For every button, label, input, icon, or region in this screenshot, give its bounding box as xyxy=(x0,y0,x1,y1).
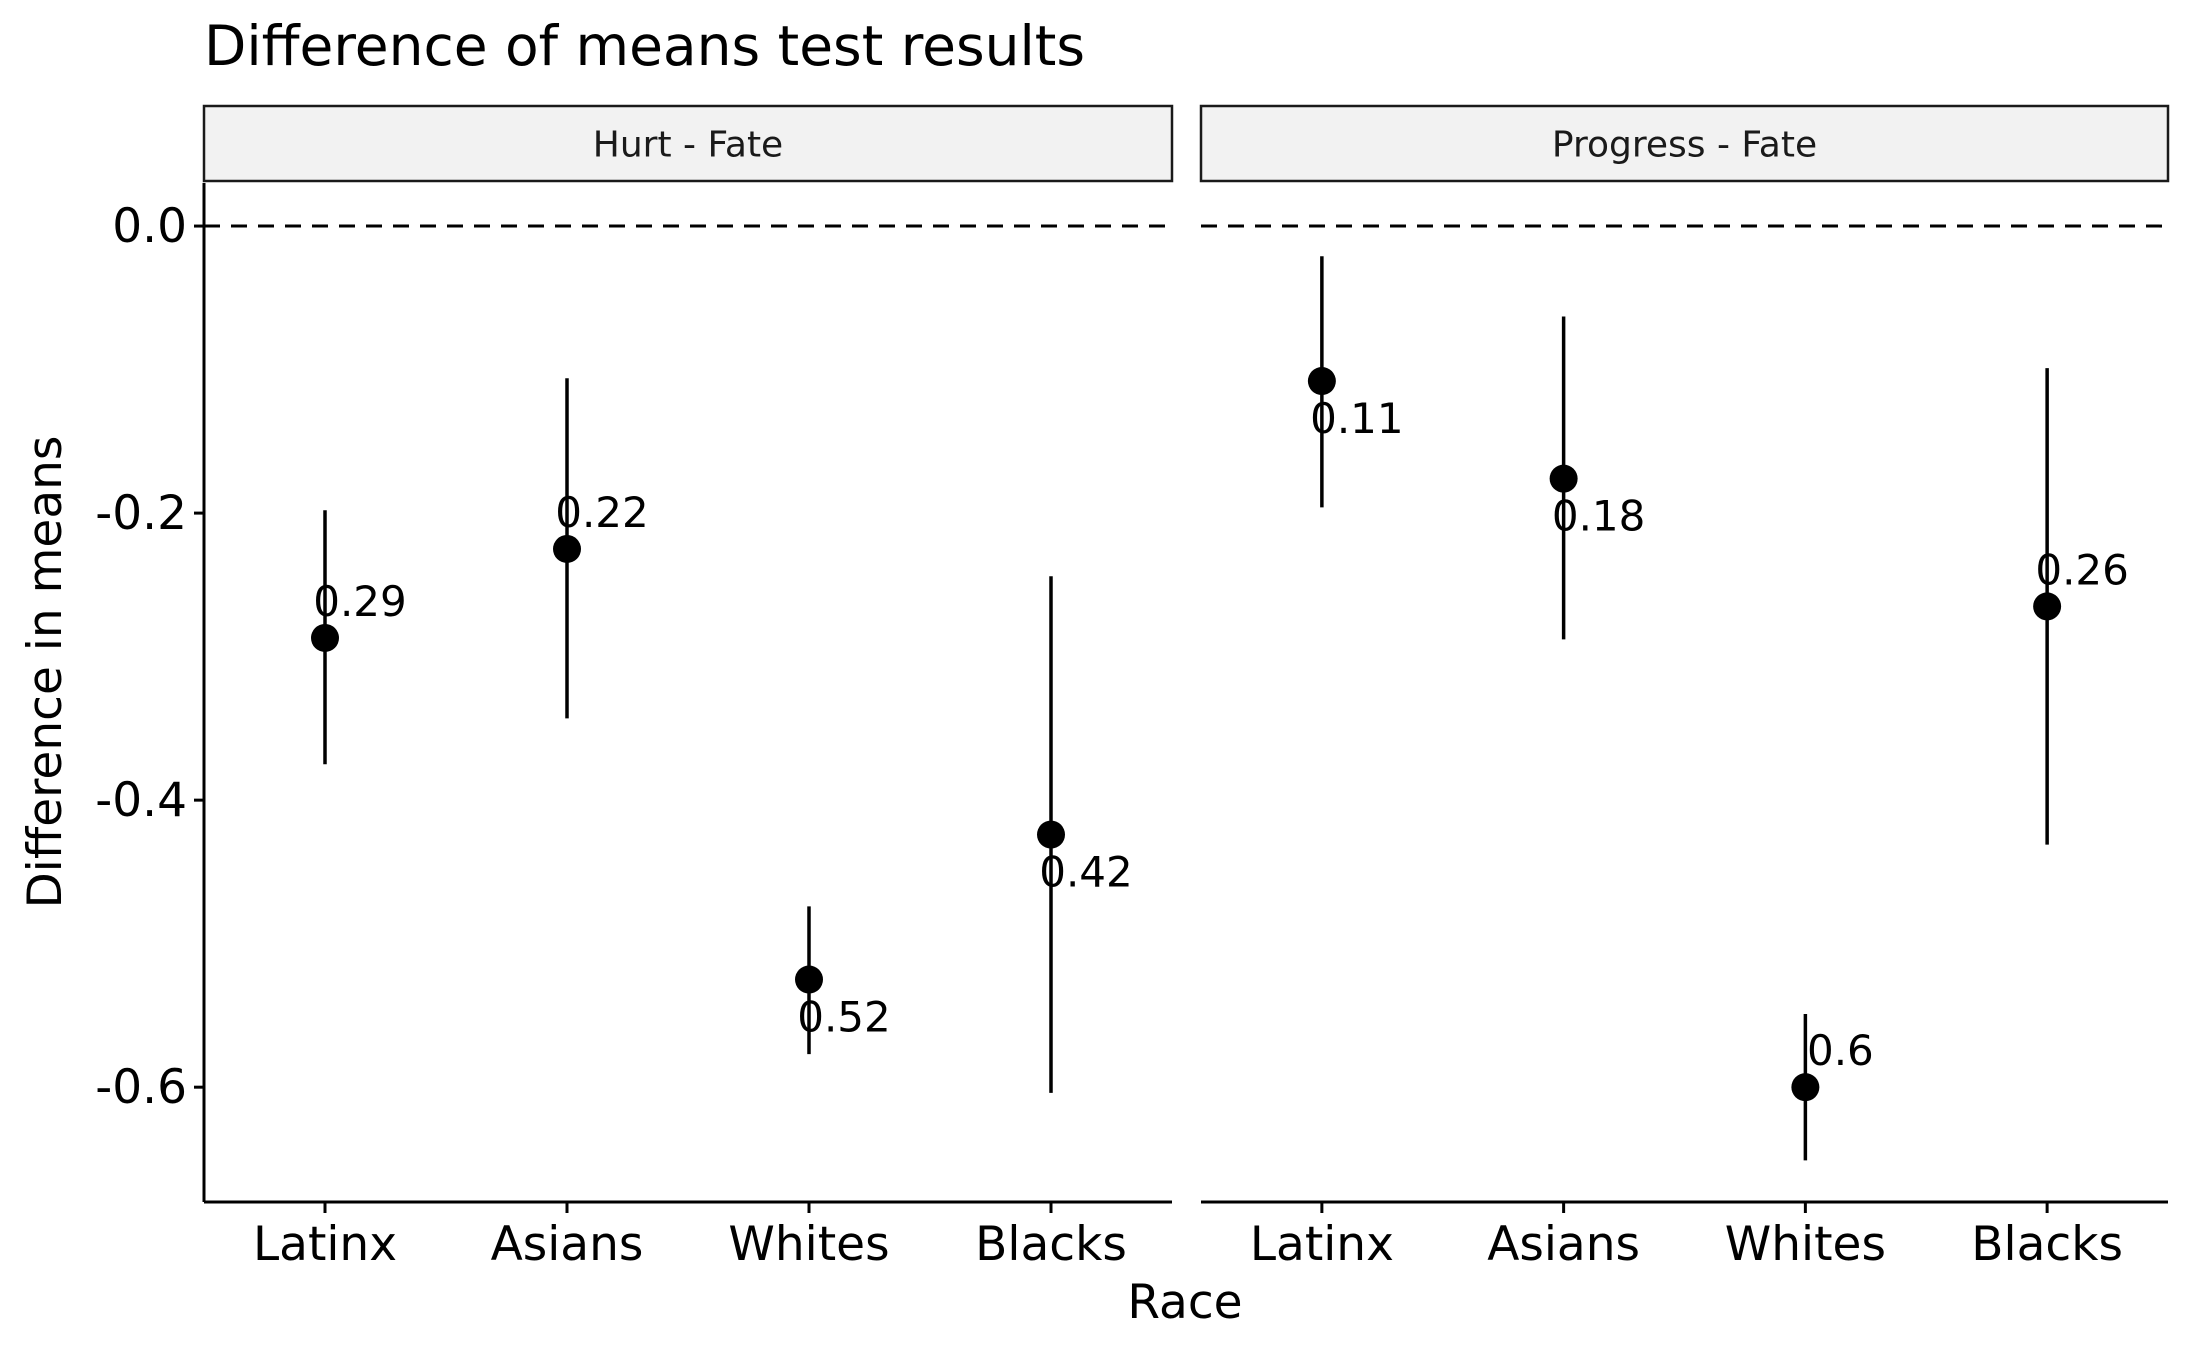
data-label-whites: 0.52 xyxy=(797,993,891,1042)
data-label-latinx: 0.11 xyxy=(1310,394,1404,443)
data-label-latinx: 0.29 xyxy=(313,577,407,626)
x-tick-label-blacks: Blacks xyxy=(975,1217,1127,1272)
x-axis-title: Race xyxy=(1127,1275,1242,1330)
chart-title: Difference of means test results xyxy=(204,14,1085,78)
point-whites xyxy=(1791,1073,1820,1102)
facet-strip-label: Progress - Fate xyxy=(1552,125,1817,166)
point-asians xyxy=(553,534,581,563)
x-tick-label-latinx: Latinx xyxy=(253,1217,397,1272)
data-label-whites: 0.6 xyxy=(1807,1026,1874,1075)
data-label-asians: 0.18 xyxy=(1552,492,1646,541)
y-tick-label: -0.4 xyxy=(95,773,187,828)
y-tick-label: 0.0 xyxy=(112,199,187,254)
panel-progress-fate: Progress - Fate Latinx Asians Whites Blacks 0… xyxy=(1199,104,2170,1272)
point-latinx xyxy=(1307,367,1336,396)
point-whites xyxy=(795,965,823,994)
point-asians xyxy=(1549,464,1578,493)
facet-strip xyxy=(202,104,1174,183)
point-latinx xyxy=(311,623,339,652)
data-label-blacks: 0.42 xyxy=(1039,848,1133,897)
x-tick-label-asians: Asians xyxy=(1487,1217,1640,1272)
facet-strip xyxy=(1199,104,2170,183)
panels-group: Hurt - Fate Latinx Asians Whites Blacks 0.29 0… xyxy=(202,104,2170,1272)
facet-strip-label: Hurt - Fate xyxy=(593,125,783,166)
x-tick-label-whites: Whites xyxy=(728,1217,889,1272)
y-tick-label: -0.2 xyxy=(95,486,187,541)
point-blacks xyxy=(2033,592,2062,621)
x-tick-label-blacks: Blacks xyxy=(1971,1217,2123,1272)
y-axis-title: Difference in means xyxy=(18,436,73,909)
x-tick-label-whites: Whites xyxy=(1725,1217,1886,1272)
panel-hurt-fate: Hurt - Fate Latinx Asians Whites Blacks 0.29 0… xyxy=(202,104,1174,1272)
x-tick-label-latinx: Latinx xyxy=(1250,1217,1394,1272)
y-tick-label: -0.6 xyxy=(95,1060,187,1115)
x-tick-label-asians: Asians xyxy=(491,1217,644,1272)
y-axis: 0.0 -0.2 -0.4 -0.6 xyxy=(95,183,206,1202)
data-label-blacks: 0.26 xyxy=(2035,545,2129,594)
data-label-asians: 0.22 xyxy=(555,488,649,537)
point-blacks xyxy=(1037,820,1065,849)
